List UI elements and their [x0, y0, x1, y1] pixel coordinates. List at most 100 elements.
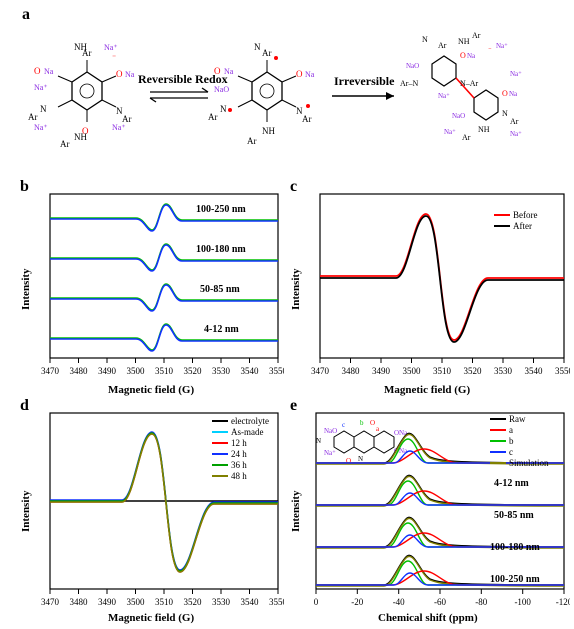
svg-text:N: N [358, 455, 363, 463]
svg-text:Na: Na [509, 90, 518, 98]
legend-d-0: electrolyte [231, 416, 269, 426]
svg-text:3510: 3510 [433, 366, 452, 376]
panel-b-annot-3: 4-12 nm [204, 324, 239, 335]
scheme-nh: NH [74, 42, 87, 52]
svg-text:-120: -120 [556, 597, 570, 607]
svg-text:Ar: Ar [462, 133, 471, 142]
svg-text:3520: 3520 [184, 597, 203, 607]
panel-e-annot-2: 100-180 nm [490, 542, 540, 553]
panel-b-annot-2: 50-85 nm [200, 284, 240, 295]
svg-text:O: O [370, 419, 375, 427]
svg-text:N: N [40, 104, 47, 114]
svg-text:NH: NH [74, 132, 87, 142]
svg-text:3470: 3470 [41, 597, 60, 607]
svg-text:Na⁺: Na⁺ [34, 123, 48, 132]
svg-text:Na⁺: Na⁺ [444, 128, 456, 136]
svg-text:O: O [34, 66, 41, 76]
panel-a-label: a [22, 6, 30, 24]
svg-text:3530: 3530 [212, 597, 231, 607]
svg-text:3530: 3530 [494, 366, 513, 376]
panel-b-ylabel: Intensity [20, 268, 32, 310]
svg-text:-40: -40 [393, 597, 405, 607]
panel-b-plot: 3470 3480 3490 3500 3510 3520 3530 3540 … [18, 188, 284, 388]
legend-d-3: 24 h [231, 449, 247, 459]
svg-text:3550: 3550 [555, 366, 570, 376]
legend-e-3: c [509, 447, 513, 457]
legend-d-4: 36 h [231, 460, 247, 470]
svg-text:N: N [254, 42, 261, 52]
svg-text:Na⁺: Na⁺ [112, 123, 126, 132]
svg-text:NH: NH [262, 126, 275, 136]
panel-e-annot-3: 100-250 nm [490, 574, 540, 585]
svg-text:Ar: Ar [262, 48, 272, 58]
legend-e-2: b [509, 436, 514, 446]
arrow-irreversible [332, 92, 394, 100]
svg-text:N–Ar: N–Ar [460, 79, 479, 88]
legend-after: After [513, 221, 532, 231]
svg-text:Na: Na [305, 70, 315, 79]
panel-b-xlabel: Magnetic field (G) [108, 384, 194, 396]
svg-text:3550: 3550 [269, 597, 284, 607]
svg-text:Ar: Ar [438, 41, 447, 50]
svg-text:-20: -20 [351, 597, 363, 607]
svg-text:3500: 3500 [127, 366, 146, 376]
svg-text:Ar: Ar [472, 31, 481, 40]
svg-text:Na⁺: Na⁺ [438, 92, 450, 100]
panel-c-ylabel: Intensity [290, 268, 302, 310]
svg-text:Ar: Ar [28, 112, 38, 122]
svg-text:3500: 3500 [127, 597, 146, 607]
arrow-reversible [150, 88, 208, 102]
svg-text:Ar–N: Ar–N [400, 79, 418, 88]
panel-c-legend: Before After [494, 210, 538, 232]
svg-text:Ar: Ar [60, 139, 70, 149]
svg-text:Na: Na [44, 67, 54, 76]
svg-text:-80: -80 [475, 597, 487, 607]
panel-c-xlabel: Magnetic field (G) [384, 384, 470, 396]
panel-e-ylabel: Intensity [290, 490, 302, 532]
svg-text:NH: NH [478, 125, 490, 134]
legend-before: Before [513, 210, 538, 220]
svg-text:Na⁺: Na⁺ [496, 42, 508, 50]
svg-text:Na⁺: Na⁺ [104, 43, 118, 52]
svg-text:c: c [342, 421, 345, 429]
svg-text:NaO: NaO [324, 427, 337, 435]
svg-text:3540: 3540 [241, 597, 260, 607]
svg-text:-60: -60 [434, 597, 446, 607]
legend-e-0: Raw [509, 414, 526, 424]
svg-text:3470: 3470 [41, 366, 60, 376]
svg-text:Na⁺: Na⁺ [510, 70, 522, 78]
svg-text:3480: 3480 [342, 366, 361, 376]
svg-text:Na⁺: Na⁺ [34, 83, 48, 92]
arrow-label-irreversible: Irreversible [334, 74, 394, 89]
svg-text:N: N [316, 437, 321, 445]
svg-text:3530: 3530 [212, 366, 231, 376]
panel-e-annot-0: 4-12 nm [494, 478, 529, 489]
svg-text:3490: 3490 [372, 366, 391, 376]
svg-text:Ar: Ar [208, 112, 218, 122]
svg-text:O: O [296, 69, 303, 79]
svg-text:NaO: NaO [406, 62, 419, 70]
svg-text:b: b [360, 419, 364, 427]
panel-e-annot-1: 50-85 nm [494, 510, 534, 521]
scheme-a: Ar NH O Na N Ar O NHAr N Ar NaO Na⁺ ⁻ Na… [22, 24, 558, 176]
svg-text:3520: 3520 [464, 366, 483, 376]
svg-text:3540: 3540 [525, 366, 544, 376]
svg-text:3520: 3520 [184, 366, 203, 376]
svg-text:Ar: Ar [247, 136, 257, 146]
svg-text:N: N [502, 109, 508, 118]
svg-text:3540: 3540 [241, 366, 260, 376]
svg-text:3480: 3480 [70, 597, 89, 607]
panel-d-xlabel: Magnetic field (G) [108, 612, 194, 624]
svg-text:O: O [460, 51, 466, 60]
svg-text:3510: 3510 [155, 366, 174, 376]
svg-text:3490: 3490 [98, 597, 117, 607]
svg-text:⁻: ⁻ [488, 46, 492, 54]
scheme-o: O [116, 69, 123, 79]
arrow-label-reversible: Reversible Redox [138, 72, 228, 87]
svg-text:3480: 3480 [70, 366, 89, 376]
legend-d-5: 48 h [231, 471, 247, 481]
svg-text:3510: 3510 [155, 597, 174, 607]
scheme-na: Na [125, 70, 135, 79]
svg-text:3470: 3470 [311, 366, 330, 376]
legend-e-4: Simulation [509, 458, 549, 468]
